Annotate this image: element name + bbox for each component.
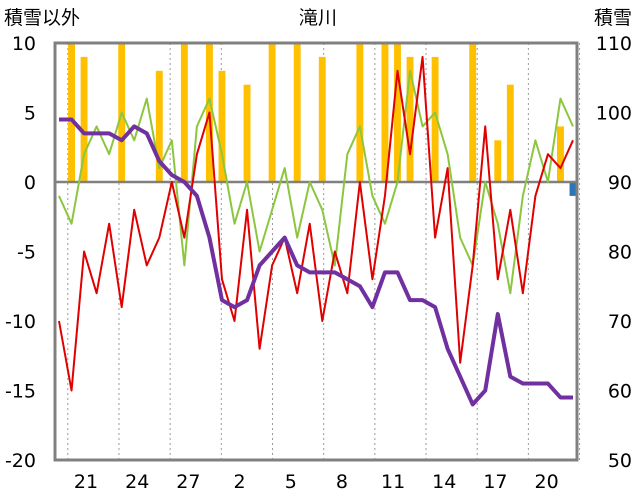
series-line [59,117,573,407]
right-tick-label: 50 [608,450,632,472]
right-axis-ticks: 110 100 90 80 70 60 50 [596,33,632,472]
bar-mark [180,43,188,182]
bar-mark [494,140,502,182]
x-tick-label: 20 [535,471,559,493]
left-tick-label: -5 [17,242,36,264]
right-tick-label: 110 [596,33,632,55]
right-tick-label: 100 [596,103,632,125]
left-tick-label: -15 [5,381,36,403]
right-axis-label: 積雪 [594,7,632,29]
bar-mark [394,43,401,182]
bar-mark [318,56,326,182]
left-tick-label: -10 [5,311,36,333]
bar-mark [506,84,514,182]
bar-mark [569,182,577,196]
left-tick-label: -20 [5,450,36,472]
bar-mark [381,43,389,182]
bar-mark [218,70,226,182]
bar-mark [469,43,477,182]
series-line [58,69,574,295]
bar-mark [80,56,88,182]
bar-layer [68,43,577,196]
left-tick-label: 5 [24,103,36,125]
x-tick-label: 21 [74,471,98,493]
left-axis-label: 積雪以外 [4,7,80,29]
left-tick-label: 0 [24,172,36,194]
bar-mark [243,84,251,182]
series-line [58,55,574,392]
x-tick-label: 5 [285,471,297,493]
x-tick-label: 24 [125,471,149,493]
right-tick-label: 70 [608,311,632,333]
x-tick-label: 8 [336,471,348,493]
bar-mark [431,56,439,182]
bar-mark [557,126,564,182]
x-tick-label: 14 [432,471,456,493]
bar-mark [155,70,163,182]
right-tick-label: 90 [608,172,632,194]
bar-mark [406,56,414,182]
x-tick-label: 11 [381,471,405,493]
right-tick-label: 60 [608,381,632,403]
x-tick-label: 27 [176,471,200,493]
x-tick-label: 17 [483,471,507,493]
bar-mark [293,43,301,182]
x-tick-label: 2 [234,471,246,493]
line-layer [58,55,574,407]
right-tick-label: 80 [608,242,632,264]
bar-mark [68,43,75,182]
plot-frame [53,41,579,462]
x-axis-ticks: 21 24 27 2 5 8 11 14 17 20 [74,471,559,493]
left-tick-label: 10 [12,33,36,55]
left-axis-ticks: 10 5 0 -5 -10 -15 -20 [5,33,36,472]
bar-mark [268,43,276,182]
bar-mark [356,43,364,182]
chart-title: 滝川 [299,7,337,29]
